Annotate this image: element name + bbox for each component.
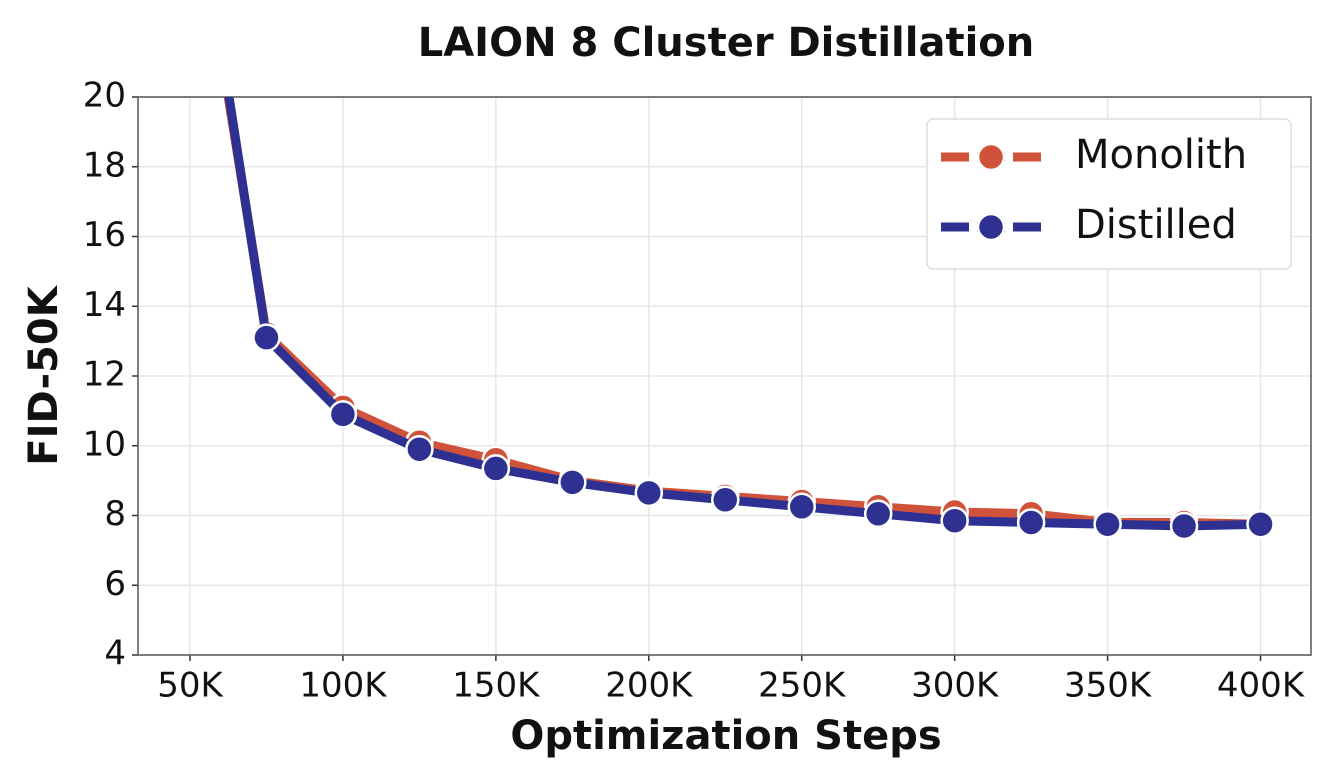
x-tick-label: 150K (452, 666, 541, 706)
legend-marker (976, 142, 1006, 172)
data-point (1093, 509, 1122, 539)
y-tick-label: 12 (83, 355, 126, 395)
x-tick-label: 400K (1217, 666, 1306, 706)
data-point (787, 492, 816, 522)
data-point (863, 499, 893, 529)
y-tick-label: 8 (104, 494, 126, 534)
x-tick-label: 300K (911, 666, 1000, 706)
legend-marker (976, 212, 1006, 242)
chart-title: LAION 8 Cluster Distillation (418, 20, 1035, 66)
data-point (940, 506, 969, 535)
legend-label: Monolith (1075, 132, 1247, 178)
y-tick-label: 10 (83, 424, 126, 464)
data-point (558, 468, 587, 497)
y-tick-label: 4 (104, 634, 126, 674)
data-point (1246, 509, 1275, 539)
data-point (1016, 508, 1046, 537)
legend-label: Distilled (1075, 202, 1237, 248)
y-tick-label: 14 (83, 285, 126, 325)
x-tick-label: 50K (157, 666, 224, 706)
data-point (481, 454, 511, 483)
data-point (1169, 511, 1199, 541)
plot-area (223, 97, 1275, 541)
x-tick-label: 350K (1064, 666, 1153, 706)
x-tick-label: 100K (299, 666, 388, 706)
plot-frame (137, 96, 1312, 656)
data-point (405, 434, 434, 464)
data-point (328, 400, 358, 429)
y-tick-label: 16 (83, 215, 126, 255)
x-axis-label: Optimization Steps (510, 713, 941, 759)
x-tick-label: 250K (758, 666, 847, 706)
y-tick-label: 6 (104, 564, 126, 604)
y-axis-label: FID-50K (21, 284, 67, 465)
y-tick-label: 18 (83, 145, 126, 185)
y-tick-label: 20 (83, 76, 126, 116)
data-point (634, 478, 664, 508)
data-point (711, 485, 740, 515)
x-tick-label: 200K (605, 666, 694, 706)
data-point (252, 323, 281, 352)
